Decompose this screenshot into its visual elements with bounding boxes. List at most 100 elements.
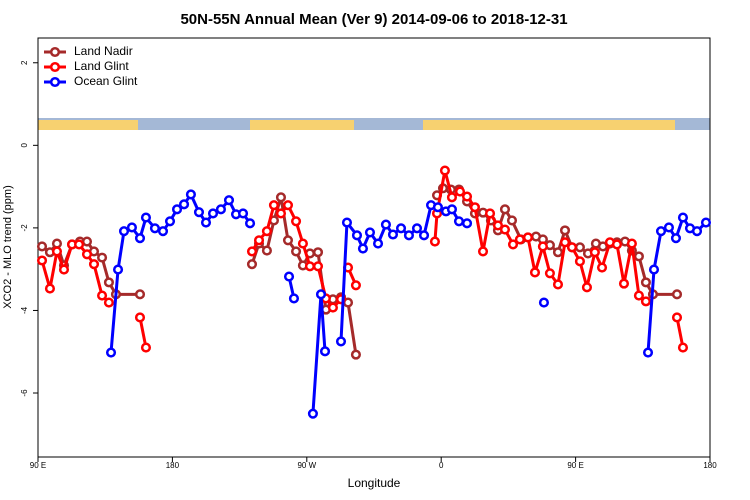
y-tick-label: 2	[20, 60, 29, 65]
data-point	[290, 246, 302, 257]
x-tick-label: 180	[166, 461, 180, 470]
data-point	[372, 238, 384, 249]
data-point	[618, 278, 630, 289]
data-point	[275, 208, 287, 219]
data-point	[574, 242, 585, 253]
data-point	[559, 225, 571, 236]
data-point	[492, 220, 503, 231]
data-point	[283, 271, 295, 282]
data-point	[537, 241, 548, 252]
data-point	[418, 230, 430, 241]
data-point	[185, 189, 196, 200]
data-point	[105, 347, 117, 358]
data-point	[429, 236, 440, 247]
data-point	[461, 218, 473, 229]
data-point	[193, 207, 205, 218]
data-point	[538, 297, 549, 308]
data-point	[81, 249, 93, 260]
x-tick-label: 90 W	[297, 461, 316, 470]
data-point	[103, 297, 114, 308]
data-point	[581, 282, 592, 293]
data-point	[350, 349, 361, 360]
x-tick-label: 90 E	[567, 461, 583, 470]
data-point	[261, 226, 272, 237]
data-point	[275, 192, 287, 203]
data-point	[446, 204, 458, 215]
data-point	[297, 238, 308, 249]
data-point	[552, 279, 564, 290]
data-point	[611, 239, 623, 250]
data-point	[112, 264, 124, 275]
data-point	[544, 268, 555, 279]
data-point	[51, 238, 63, 249]
data-point	[134, 233, 146, 244]
legend-label: Land Glint	[74, 59, 129, 73]
data-point	[315, 289, 327, 300]
data-point	[126, 222, 137, 233]
data-point	[499, 204, 511, 215]
data-point	[103, 277, 114, 288]
data-point	[134, 312, 146, 323]
data-point	[335, 336, 347, 347]
data-point	[223, 195, 235, 206]
data-point	[290, 216, 302, 227]
data-point	[118, 226, 130, 237]
chart-title: 50N-55N Annual Mean (Ver 9) 2014-09-06 t…	[180, 11, 567, 28]
data-point	[461, 191, 473, 202]
data-point	[411, 223, 423, 234]
data-point	[253, 235, 265, 246]
data-point	[640, 296, 651, 307]
data-point	[671, 289, 683, 300]
y-tick-label: -2	[20, 224, 29, 232]
y-tick-label: 0	[20, 143, 29, 148]
data-point	[312, 247, 324, 258]
data-point	[439, 165, 450, 176]
x-axis-label: Longitude	[348, 476, 401, 490]
data-point	[36, 241, 48, 252]
data-point	[44, 283, 55, 294]
data-point	[74, 239, 85, 250]
data-point	[351, 230, 363, 241]
data-point	[596, 262, 608, 273]
data-point	[655, 226, 667, 237]
data-point	[341, 217, 353, 228]
data-point	[357, 243, 368, 254]
data-point	[663, 222, 674, 233]
data-point	[453, 216, 465, 227]
data-point	[134, 289, 146, 300]
data-point	[261, 245, 272, 256]
data-point	[670, 233, 682, 244]
data-point	[529, 267, 541, 278]
data-point	[552, 247, 564, 258]
data-point	[395, 223, 407, 234]
data-point	[691, 226, 703, 237]
data-point	[327, 302, 338, 313]
data-point	[268, 200, 279, 211]
data-point	[700, 217, 712, 228]
data-point	[469, 202, 480, 213]
y-axis-label: XCO2 - MLO trend (ppm)	[2, 185, 14, 308]
data-point	[319, 346, 331, 357]
data-point	[282, 200, 294, 211]
data-point	[307, 408, 318, 419]
legend-marker	[49, 61, 61, 73]
data-point	[246, 246, 258, 257]
data-point	[350, 280, 361, 291]
data-point	[97, 252, 108, 263]
data-point	[671, 312, 683, 323]
data-point	[164, 216, 176, 227]
data-point	[640, 277, 651, 288]
data-point	[642, 347, 654, 358]
data-point	[140, 342, 152, 353]
data-point	[633, 290, 644, 301]
data-point	[51, 246, 63, 257]
data-point	[506, 215, 518, 226]
data-point	[677, 212, 689, 223]
data-point	[454, 186, 466, 197]
y-tick-label: -6	[20, 389, 29, 397]
data-point	[574, 256, 585, 267]
data-point	[380, 219, 391, 230]
data-point	[312, 261, 324, 272]
data-point	[477, 246, 489, 257]
